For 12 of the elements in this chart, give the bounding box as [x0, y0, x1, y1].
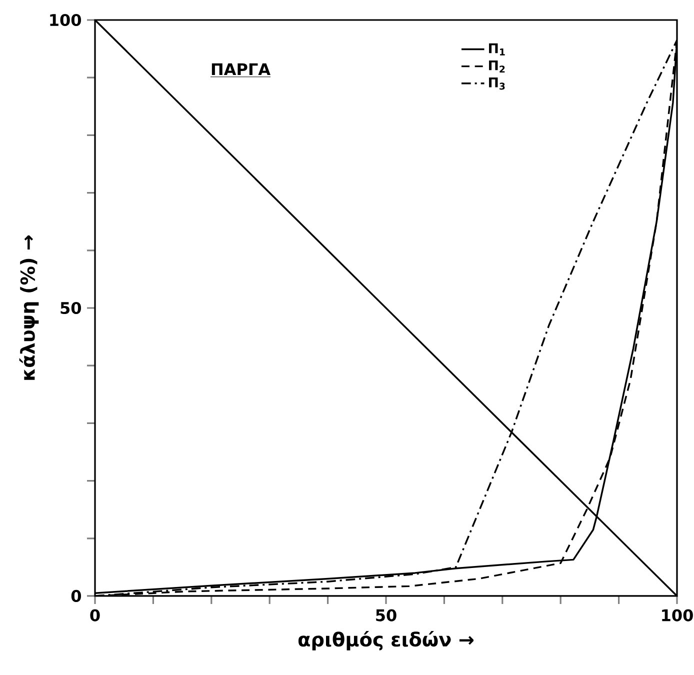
x-axis-title: αριθμός ειδών →: [298, 631, 474, 650]
x-tick-label: 50: [376, 609, 396, 622]
y-tick-label: 100: [50, 14, 82, 26]
legend-label: Π$_{1}$: [489, 43, 505, 56]
legend-label: Π$_{2}$: [489, 60, 505, 73]
y-tick-label: 50: [60, 302, 82, 314]
y-axis-title: κάλυψη (%) →: [19, 235, 39, 380]
text: ΠΑΡΓΑ: [212, 63, 270, 75]
y-tick-label: 0: [71, 590, 81, 602]
x-tick-label: 0: [90, 609, 100, 622]
x-tick-label: 100: [662, 609, 693, 622]
legend-label: Π$_{3}$: [489, 78, 505, 90]
